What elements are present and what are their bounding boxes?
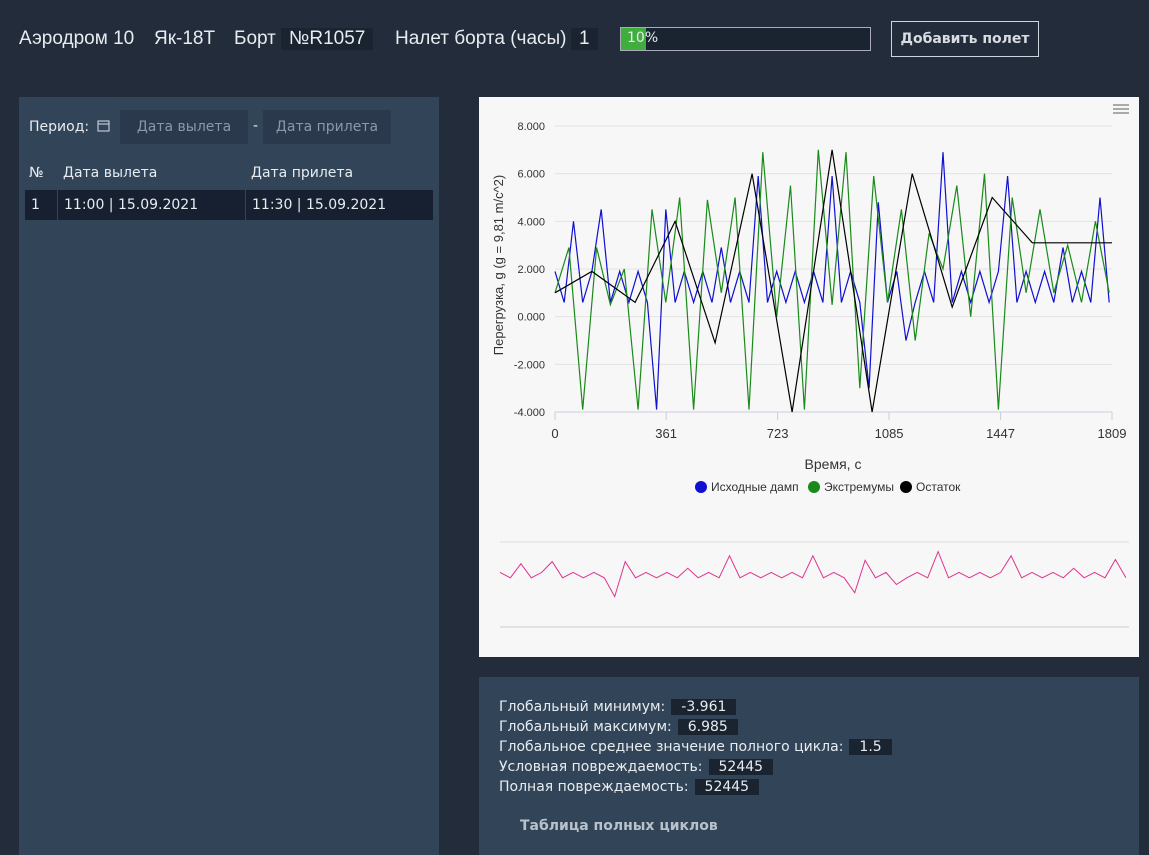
col-header: Дата прилета xyxy=(251,165,354,181)
stat-label: Полная повреждаемость: xyxy=(499,779,689,795)
y-tick-label: 2.000 xyxy=(517,264,545,276)
col-header: № xyxy=(29,165,44,181)
stat-row: Полная повреждаемость: 52445 xyxy=(499,777,760,797)
series-line xyxy=(554,149,1110,410)
legend-marker xyxy=(695,481,707,493)
stat-row: Глобальное среднее значение полного цикл… xyxy=(499,737,892,757)
x-tick-label: 1809 xyxy=(1098,426,1127,441)
stats-panel xyxy=(479,677,1139,855)
stat-value: 6.985 xyxy=(677,719,738,735)
series-line xyxy=(554,152,1110,410)
y-tick-label: 8.000 xyxy=(517,121,545,133)
stat-value: 52445 xyxy=(694,779,760,795)
hours: 1 xyxy=(571,28,598,50)
stat-row: Условная повреждаемость: 52445 xyxy=(499,757,774,777)
date-from[interactable]: Дата вылета xyxy=(120,110,248,144)
series-line xyxy=(554,149,1112,413)
menu-icon[interactable] xyxy=(1113,104,1129,114)
y-tick-label: 6.000 xyxy=(517,169,545,181)
cell[interactable]: 11:00 | 15.09.2021 xyxy=(58,190,245,220)
board-label: Борт xyxy=(234,28,276,49)
stat-label: Глобальное среднее значение полного цикл… xyxy=(499,739,844,755)
stat-label: Глобальный максимум: xyxy=(499,719,672,735)
add-flight-button[interactable]: Добавить полет xyxy=(891,21,1039,57)
stat-row: Глобальный максимум: 6.985 xyxy=(499,717,738,737)
progress-label: 10% xyxy=(627,30,659,46)
legend-marker xyxy=(808,481,820,493)
y-tick-label: -2.000 xyxy=(514,359,545,371)
x-tick-label: 1085 xyxy=(875,426,904,441)
legend-label: Остаток xyxy=(916,480,961,494)
date-to[interactable]: Дата прилета xyxy=(263,110,391,144)
col-header: Дата вылета xyxy=(63,165,158,181)
flights-panel xyxy=(19,97,439,855)
stat-value: -3.961 xyxy=(671,699,737,715)
separator: - xyxy=(253,118,259,134)
cell[interactable]: 11:30 | 15.09.2021 xyxy=(246,190,433,220)
progress-bar xyxy=(621,28,646,50)
legend-marker xyxy=(900,481,912,493)
cell[interactable]: 1 xyxy=(25,190,57,220)
legend-label: Исходные дамп xyxy=(711,480,799,494)
aircraft: Як-18Т xyxy=(154,28,216,49)
y-tick-label: 4.000 xyxy=(517,216,545,228)
legend-label: Экстремумы xyxy=(824,480,894,494)
y-axis-title: Перегрузка, g (g = 9,81 m/c^2) xyxy=(491,175,506,355)
x-tick-label: 1447 xyxy=(986,426,1015,441)
period-label: Период: xyxy=(29,119,90,135)
x-tick-label: 361 xyxy=(655,426,677,441)
stat-value: 52445 xyxy=(708,759,774,775)
stat-label: Условная повреждаемость: xyxy=(499,759,703,775)
stat-label: Глобальный минимум: xyxy=(499,699,666,715)
airfield: Аэродром 10 xyxy=(19,28,135,49)
hours-label: Налет борта (часы) xyxy=(395,28,567,49)
chart: Время, с Перегрузка, g (g = 9,81 m/c^2) … xyxy=(479,97,1139,657)
y-tick-label: 0.000 xyxy=(517,312,545,324)
x-tick-label: 0 xyxy=(551,426,558,441)
navigator-line xyxy=(499,550,1127,598)
y-tick-label: -4.000 xyxy=(514,407,545,419)
calendar-icon xyxy=(97,120,110,132)
stat-row: Глобальный минимум: -3.961 xyxy=(499,697,737,717)
progress: 10% xyxy=(620,27,871,51)
board: №R1057 xyxy=(281,28,374,50)
cycles-table-link[interactable]: Таблица полных циклов xyxy=(520,818,718,834)
x-axis-title: Время, с xyxy=(805,456,862,472)
x-tick-label: 723 xyxy=(767,426,789,441)
stat-value: 1.5 xyxy=(849,739,892,755)
